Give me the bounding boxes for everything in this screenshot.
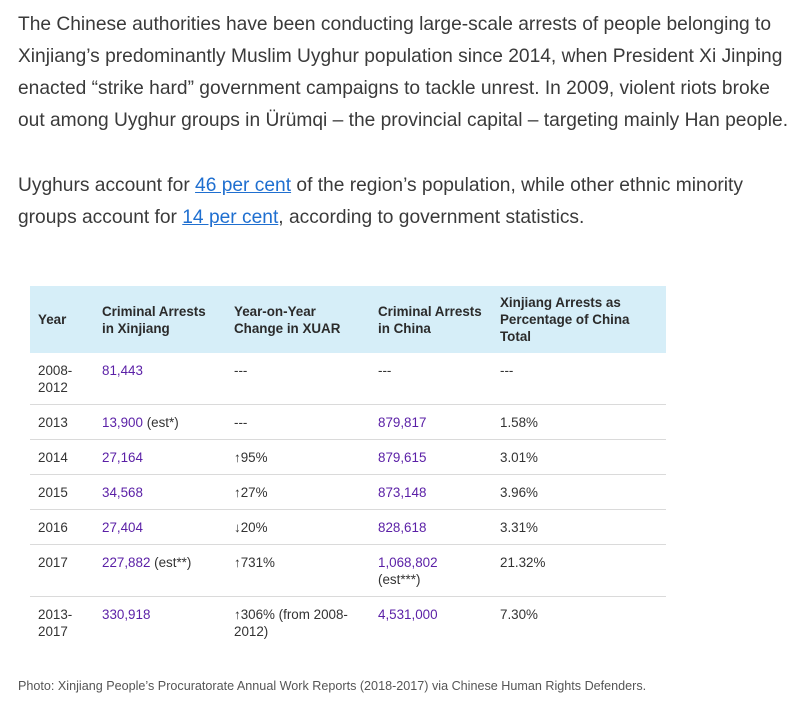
- cell-year: 2017: [30, 544, 94, 597]
- paragraph-text-before: Uyghurs account for: [18, 175, 196, 196]
- intro-paragraph: The Chinese authorities have been conduc…: [18, 14, 789, 131]
- arrests-table: Year Criminal Arrests in Xinjiang Year-o…: [30, 286, 666, 648]
- xinjiang-value: 227,882: [102, 555, 151, 570]
- cell-percent: ---: [492, 353, 666, 405]
- china-value: 4,531,000: [378, 607, 438, 622]
- statistics-paragraph: Uyghurs account for 46 per cent of the r…: [18, 170, 778, 234]
- cell-year: 2013-2017: [38, 607, 73, 639]
- cell-percent: 21.32%: [492, 544, 666, 597]
- cell-china: 828,618: [370, 509, 492, 545]
- cell-change: ↑731%: [226, 544, 370, 597]
- cell-percent: 1.58%: [492, 404, 666, 440]
- xinjiang-value: 27,164: [102, 450, 143, 465]
- cell-xinjiang: 13,900 (est*): [94, 404, 226, 440]
- header-xinjiang-arrests: Criminal Arrests in Xinjiang: [94, 286, 226, 353]
- xinjiang-note: (est**): [150, 555, 192, 570]
- table-header-row: Year Criminal Arrests in Xinjiang Year-o…: [30, 286, 666, 353]
- cell-xinjiang: 27,404: [94, 509, 226, 545]
- cell-percent: 7.30%: [500, 607, 538, 622]
- table-row: 2015 34,568 ↑27% 873,148 3.96%: [30, 474, 666, 510]
- cell-xinjiang: 227,882 (est**): [94, 544, 226, 597]
- table-row: 2014 27,164 ↑95% 879,615 3.01%: [30, 439, 666, 475]
- cell-china: 4,531,000: [370, 597, 492, 649]
- cell-year: 2014: [30, 439, 94, 475]
- cell-percent: 3.96%: [492, 474, 666, 510]
- cell-year: 2013: [30, 404, 94, 440]
- cell-china: ---: [370, 353, 492, 405]
- cell-change: ---: [226, 404, 370, 440]
- header-year: Year: [30, 286, 94, 353]
- 14-percent-link[interactable]: 14 per cent: [182, 207, 279, 228]
- cell-percent: 3.01%: [492, 439, 666, 475]
- cell-year: 2016: [30, 509, 94, 545]
- cell-change: ↓20%: [226, 509, 370, 545]
- paragraph-text-middle: of the region’s population, while other …: [18, 175, 743, 228]
- china-value: 873,148: [378, 485, 427, 500]
- table-row: 2016 27,404 ↓20% 828,618 3.31%: [30, 509, 666, 545]
- xinjiang-value: 81,443: [102, 363, 143, 378]
- xinjiang-value: 330,918: [102, 607, 151, 622]
- header-yoy-change: Year-on-Year Change in XUAR: [226, 286, 370, 353]
- arrests-table-container: Year Criminal Arrests in Xinjiang Year-o…: [30, 286, 666, 648]
- 46-percent-link[interactable]: 46 per cent: [195, 175, 292, 196]
- cell-xinjiang: 27,164: [94, 439, 226, 475]
- china-value: ---: [378, 363, 392, 378]
- cell-xinjiang: 330,918: [94, 597, 226, 649]
- cell-year: 2008-2012: [30, 353, 94, 405]
- cell-xinjiang: 34,568: [94, 474, 226, 510]
- cell-china: 879,615: [370, 439, 492, 475]
- china-value: 879,615: [378, 450, 427, 465]
- cell-change: ↑306% (from 2008-2012): [234, 607, 348, 639]
- cell-china: 873,148: [370, 474, 492, 510]
- cell-xinjiang: 81,443: [94, 353, 226, 405]
- china-note: (est***): [378, 572, 421, 587]
- photo-caption: Photo: Xinjiang People’s Procuratorate A…: [18, 679, 647, 693]
- cell-year: 2015: [30, 474, 94, 510]
- xinjiang-value: 27,404: [102, 520, 143, 535]
- xinjiang-note: (est*): [142, 415, 179, 430]
- cell-change: ↑95%: [226, 439, 370, 475]
- china-value: 1,068,802: [378, 555, 438, 570]
- table-row: 2013-2017 330,918 ↑306% (from 2008-2012)…: [30, 597, 666, 649]
- china-value: 879,817: [378, 415, 427, 430]
- cell-china: 1,068,802 (est***): [370, 544, 492, 597]
- table-row: 2017 227,882 (est**) ↑731% 1,068,802 (est…: [30, 544, 666, 597]
- table-row: 2008-2012 81,443 --- --- ---: [30, 353, 666, 405]
- xinjiang-value: 13,900: [102, 415, 143, 430]
- china-value: 828,618: [378, 520, 427, 535]
- paragraph-text-after: , according to government statistics.: [278, 207, 585, 228]
- table-row: 2013 13,900 (est*) --- 879,817 1.58%: [30, 404, 666, 440]
- cell-change: ---: [226, 353, 370, 405]
- header-percentage: Xinjiang Arrests as Percentage of China …: [492, 286, 666, 353]
- cell-change: ↑27%: [226, 474, 370, 510]
- cell-percent: 3.31%: [492, 509, 666, 545]
- cell-china: 879,817: [370, 404, 492, 440]
- header-china-arrests: Criminal Arrests in China: [370, 286, 492, 353]
- xinjiang-value: 34,568: [102, 485, 143, 500]
